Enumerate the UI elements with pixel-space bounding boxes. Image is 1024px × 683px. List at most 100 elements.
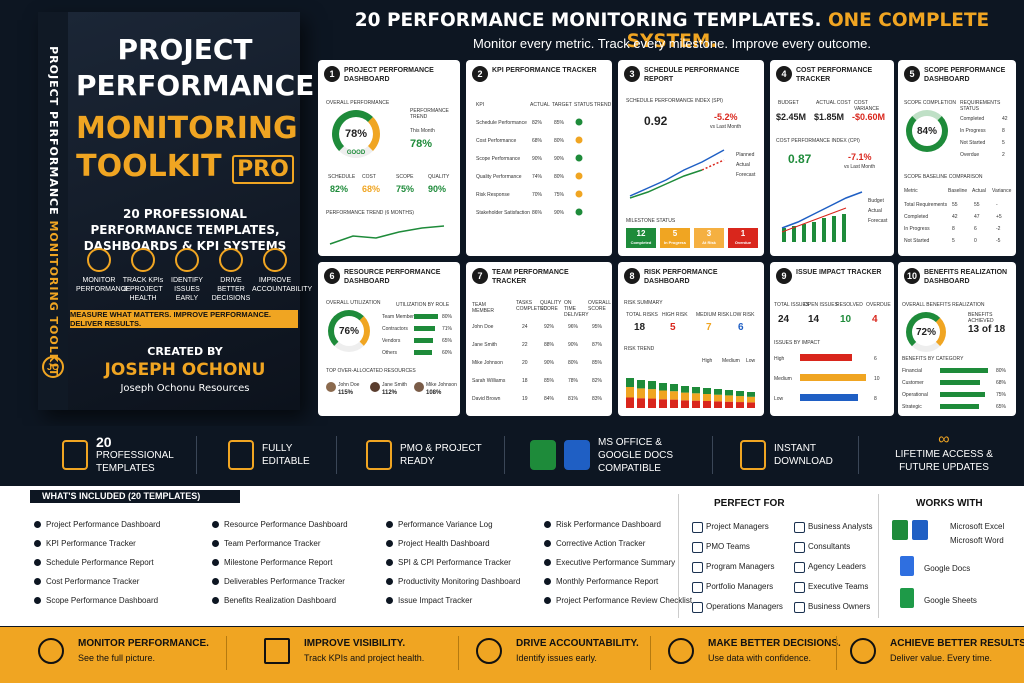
target-icon (219, 248, 243, 272)
benefits-value: 72% (915, 327, 936, 338)
perfect-for-title: PERFECT FOR (714, 498, 785, 509)
kpi-label: SCOPE (396, 174, 414, 180)
excel-icon (892, 520, 908, 540)
utilization-gauge (328, 310, 370, 352)
card-number: 10 (904, 268, 920, 284)
milestone-completed: 12 Completed (626, 228, 656, 248)
works-with-title: WORKS WITH (916, 498, 983, 509)
milestone-in-progress: 5 In Progress (660, 228, 690, 248)
google-sheets-icon (900, 588, 914, 608)
kpi-value: 90% (428, 184, 447, 194)
feature-bar (0, 426, 1024, 484)
included-section (0, 486, 1024, 626)
risk-bar-segment (725, 401, 733, 408)
list-item: KPI Performance Tracker (34, 539, 136, 548)
list-item: Risk Performance Dashboard (544, 520, 661, 529)
card-title: TEAM PERFORMANCE TRACKER (492, 269, 569, 285)
card-number: 2 (472, 66, 488, 82)
card-project-performance: 1 PROJECT PERFORMANCE DASHBOARD OVERALL … (318, 60, 460, 256)
risk-bar-segment (747, 402, 755, 408)
risk-bar-segment (659, 399, 667, 408)
feature-editable: FULLY EDITABLE (228, 432, 310, 478)
risk-bar-segment (648, 398, 656, 408)
card-title: PROJECT PERFORMANCE DASHBOARD (344, 67, 434, 83)
risk-bar-segment (659, 390, 667, 400)
risk-bar-segment (659, 383, 667, 391)
avatar (370, 382, 380, 392)
benefits-achieved: 13 of 18 (968, 324, 1006, 335)
bar-chart-icon (131, 248, 155, 272)
list-item: Project Performance Dashboard (34, 520, 160, 529)
card-title: SCOPE PERFORMANCE DASHBOARD (924, 67, 1006, 83)
spine-subtitle: MONITORING TOOLKIT (46, 219, 60, 377)
status-dots (575, 118, 583, 216)
risk-bar-segment (626, 378, 634, 387)
risk-bar-segment (637, 380, 645, 389)
spi-value: 0.92 (644, 114, 668, 128)
pro-badge: PRO (232, 155, 294, 184)
card-number: 7 (472, 268, 488, 284)
list-item: Issue Impact Tracker (386, 596, 472, 605)
google-docs-label: Google Docs (924, 564, 971, 573)
document-icon (62, 440, 88, 470)
word-icon (912, 520, 928, 540)
feature-lifetime: ∞ LIFETIME ACCESS & FUTURE UPDATES (884, 432, 1004, 474)
box-spine: PROJECT PERFORMANCE MONITORING TOOLKIT (38, 12, 68, 410)
chart-label: PERFORMANCE TREND (6 MONTHS) (326, 210, 414, 216)
box-feature: TRACK KPIs & PROJECT HEALTH (120, 248, 166, 303)
box-feature: MONITOR PERFORMANCE (76, 248, 130, 294)
list-item: Resource Performance Dashboard (212, 520, 348, 529)
card-issue-tracker: 9 ISSUE IMPACT TRACKER TOTAL ISSUES 24 OP… (770, 262, 894, 416)
cpi-delta: -7.1% (848, 152, 872, 162)
kpi-label: QUALITY (428, 174, 450, 180)
audience-item: Business Analysts (794, 522, 872, 533)
audience-item: Executive Teams (794, 582, 868, 593)
risk-bar-segment (626, 387, 634, 398)
risk-bar-segment (648, 381, 656, 390)
speedometer-icon (87, 248, 111, 272)
feature-pmo-ready: PMO & PROJECT READY (366, 432, 482, 478)
included-title: WHAT'S INCLUDED (20 TEMPLATES) (30, 490, 240, 503)
risk-bar-segment (736, 402, 744, 408)
kpi-label: COST (362, 174, 376, 180)
audience-item: Consultants (794, 542, 850, 553)
risk-bar-segment (637, 388, 645, 399)
risk-bar-segment (747, 396, 755, 403)
shield-check-icon (366, 440, 392, 470)
list-item: Team Performance Tracker (212, 539, 320, 548)
risk-bar-segment (703, 401, 711, 408)
author-resources: Joseph Ochonu Resources (120, 383, 250, 394)
card-number: 4 (776, 66, 792, 82)
kpi-label: SCHEDULE (328, 174, 356, 180)
box-feature: IMPROVE ACCOUNTABILITY (252, 248, 312, 294)
audience-item: Agency Leaders (794, 562, 866, 573)
box-subtitle: 20 PROFESSIONAL PERFORMANCE TEMPLATES, D… (83, 207, 287, 253)
risk-bar-segment (725, 390, 733, 396)
cost-variance-value: -$0.60M (852, 112, 886, 122)
growth-chart-icon (264, 638, 290, 664)
card-schedule-report: 3 SCHEDULE PERFORMANCE REPORT SCHEDULE P… (618, 60, 764, 256)
list-item: SPI & CPI Performance Tracker (386, 558, 511, 567)
list-item: Milestone Performance Report (212, 558, 333, 567)
audience-item: Project Managers (692, 522, 769, 533)
risk-bar-segment (648, 389, 656, 399)
risk-bar-segment (681, 392, 689, 401)
google-docs-icon (900, 556, 914, 576)
cloud-download-icon (740, 440, 766, 470)
risk-bar-segment (626, 397, 634, 408)
avatar (326, 382, 336, 392)
list-item: Productivity Monitoring Dashboard (386, 577, 520, 586)
benefits-gauge (906, 312, 946, 352)
spine-logo: JO (42, 356, 64, 378)
budget-value: $2.45M (776, 112, 807, 122)
list-item: Executive Performance Summary (544, 558, 675, 567)
cost-combo-chart (781, 191, 863, 242)
risk-bar-segment (714, 389, 722, 395)
avatar (414, 382, 424, 392)
list-item: Benefits Realization Dashboard (212, 596, 336, 605)
excel-label: Microsoft Excel (950, 522, 1005, 531)
month-value: 78% (410, 138, 433, 150)
list-item: Scope Performance Dashboard (34, 596, 158, 605)
card-title: COST PERFORMANCE TRACKER (796, 67, 873, 83)
list-item: Project Health Dashboard (386, 539, 490, 548)
